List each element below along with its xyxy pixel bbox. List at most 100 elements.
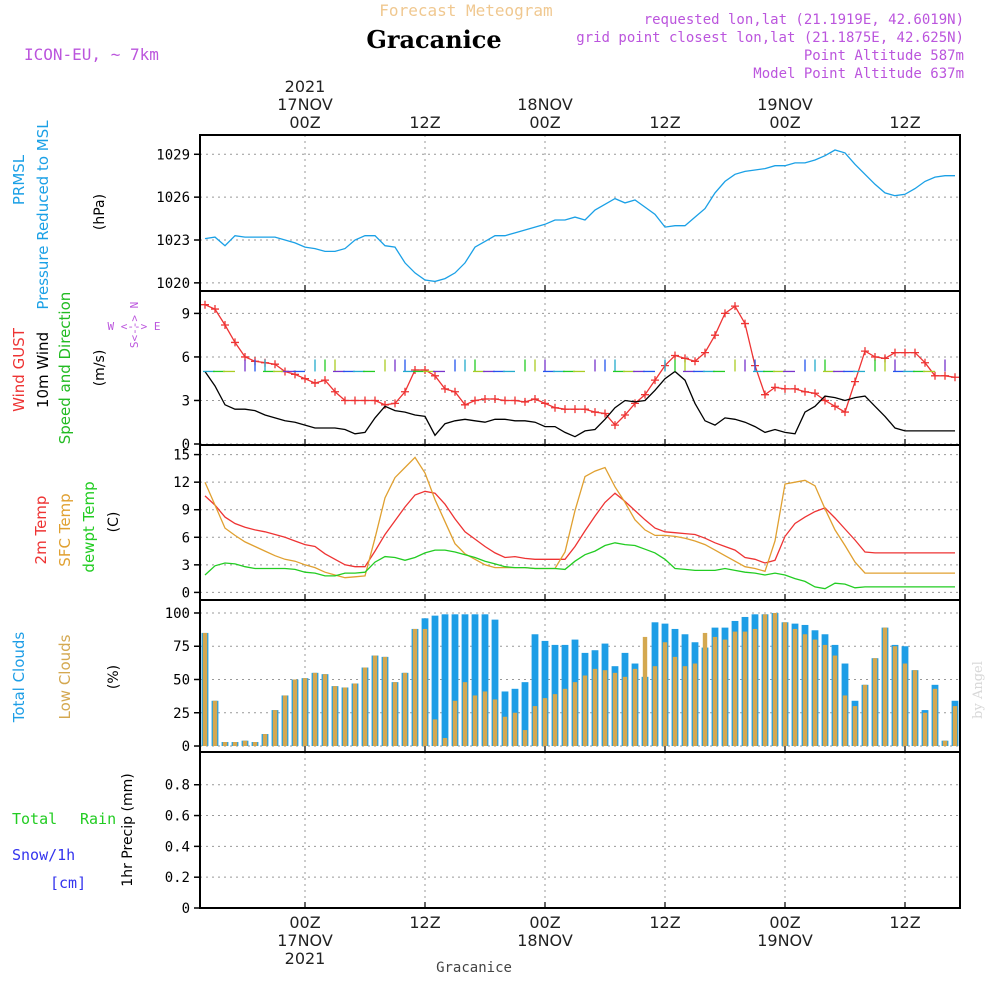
low-cloud-bar [912, 670, 918, 747]
gust-marker [611, 421, 619, 430]
top-time-label: 12Z [889, 113, 920, 132]
precip-unit: 1hr Precip (mm) [120, 773, 136, 886]
series-10m-wind [204, 370, 955, 438]
total-cloud-bar [541, 640, 549, 747]
wind-10m-label: 10m Wind [34, 332, 52, 408]
panel-wind: 0 3 6 9 [182, 290, 961, 453]
low-cloud-bar [262, 734, 268, 747]
wind-gust-label: Wind GUST [10, 327, 28, 412]
gust-marker [831, 402, 839, 411]
footer-location: Gracanice [436, 960, 512, 976]
low-cloud-bar [522, 730, 528, 747]
gust-marker [411, 366, 419, 374]
gust-marker [311, 379, 319, 388]
panels: 1020102310261029036903691215025507510000… [156, 134, 961, 917]
series-sfc-temp [204, 456, 955, 579]
low-cloud-bar [782, 622, 788, 747]
gust-marker [431, 371, 439, 380]
panel-frame [199, 751, 961, 909]
gust-marker [851, 377, 859, 386]
total-cloud-bar [481, 614, 489, 747]
low-cloud-bar [422, 628, 428, 747]
gust-marker [271, 360, 279, 369]
low-cloud-bar [302, 678, 308, 747]
gust-marker [921, 358, 929, 367]
gust-marker [821, 396, 829, 405]
low-cloud-bar [472, 695, 478, 747]
low-cloud-bar [682, 666, 688, 747]
bottom-time-label: 2021 [285, 949, 326, 968]
gust-marker [721, 309, 729, 318]
y-tick-label: 0.6 [165, 809, 190, 825]
total-cloud-bar [521, 682, 529, 747]
gust-marker [381, 400, 389, 409]
low-cloud-bar [462, 682, 468, 747]
low-cloud-bar [212, 700, 218, 747]
gust-marker [371, 396, 379, 405]
y-tick-label: 0.4 [165, 839, 190, 855]
y-tick-label: 3 [182, 558, 190, 574]
gust-marker [531, 395, 539, 404]
low-cloud-bar [692, 663, 698, 747]
gust-marker [601, 409, 609, 418]
top-time-label: 00Z [769, 113, 800, 132]
credit: by Angel [971, 661, 986, 719]
y-tick-label: 9 [182, 503, 190, 519]
low-cloud-bar [812, 639, 818, 747]
y-tick-label: 0.2 [165, 870, 190, 886]
gust-marker [301, 374, 309, 383]
bottom-time-label: 12Z [409, 913, 440, 932]
low-cloud-bar [652, 666, 658, 747]
low-cloud-bar [622, 676, 628, 747]
y-tick-label: 75 [173, 639, 190, 655]
y-tick-label: 0 [182, 585, 190, 601]
bottom-time-label: 18NOV [517, 931, 573, 950]
gust-marker [441, 384, 449, 393]
low-cloud-bar [282, 695, 288, 747]
temp-dew-label: dewpt Temp [80, 481, 98, 572]
compass-ns: S<--> N [128, 302, 141, 348]
low-cloud-bar [822, 644, 828, 747]
gust-marker [321, 376, 329, 385]
low-cloud-bar [632, 668, 638, 747]
low-cloud-bar [832, 655, 838, 747]
y-tick-label: 25 [173, 706, 190, 722]
low-cloud-bar [762, 614, 768, 747]
low-cloud-bar [872, 658, 878, 747]
clouds-low-label: Low Clouds [56, 634, 74, 719]
low-cloud-bar [412, 628, 418, 747]
total-cloud-bar [441, 614, 449, 747]
low-cloud-bar [252, 742, 258, 747]
bottom-time-label: 00Z [769, 913, 800, 932]
gust-marker [221, 321, 229, 330]
panel-frame [199, 290, 961, 446]
low-cloud-bar [222, 742, 228, 747]
gust-marker [521, 397, 529, 406]
gust-marker [501, 396, 509, 405]
y-tick-label: 6 [182, 350, 190, 366]
total-cloud-bar [451, 614, 459, 747]
gust-marker [581, 405, 589, 414]
low-cloud-bar [432, 719, 438, 747]
gust-marker [651, 376, 659, 385]
low-cloud-bar [752, 628, 758, 747]
y-tick-label: 3 [182, 393, 190, 409]
gust-marker [351, 396, 359, 405]
low-cloud-bar [942, 740, 948, 747]
low-cloud-bar [312, 672, 318, 747]
gust-marker [771, 383, 779, 392]
low-cloud-bar [612, 672, 618, 747]
low-cloud-bar [512, 712, 518, 747]
y-tick-label: 1029 [156, 147, 190, 163]
gust-marker [951, 373, 959, 382]
model-altitude: Model Point Altitude 637m [753, 66, 964, 82]
low-cloud-bar [862, 684, 868, 747]
pressure-unit: (hPa) [92, 194, 108, 230]
gust-marker [481, 395, 489, 404]
total-cloud-bar [461, 614, 469, 747]
low-cloud-bar [382, 656, 388, 747]
low-cloud-bar [772, 612, 778, 747]
low-cloud-bar [842, 695, 848, 747]
